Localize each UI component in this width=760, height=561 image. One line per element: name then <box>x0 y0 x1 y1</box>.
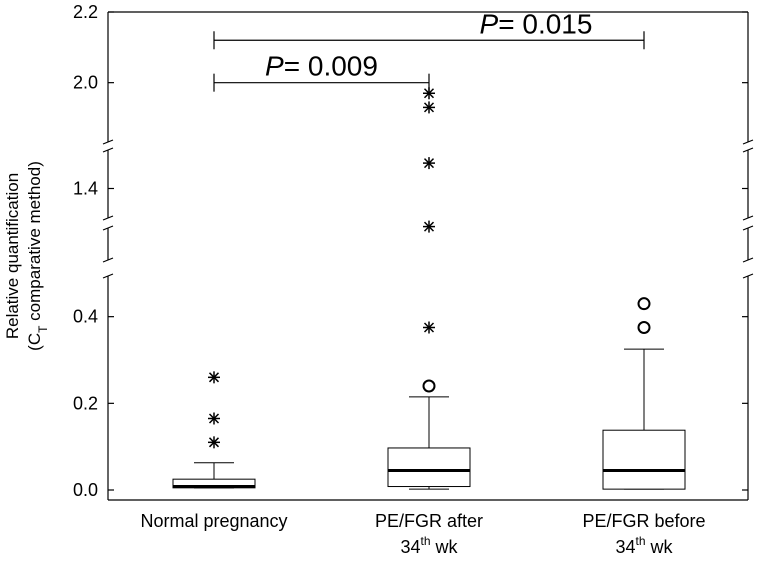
y-tick-label: 0.0 <box>73 480 98 500</box>
axis-break-mark <box>742 215 754 221</box>
outlier-star <box>423 220 435 233</box>
axis-break-mark <box>742 257 754 263</box>
outlier-circle <box>637 297 651 311</box>
axis-break-mark <box>102 147 114 153</box>
y-tick-label: 0.4 <box>73 307 98 327</box>
y-axis-label-line2: (CT comparative method) <box>25 161 50 351</box>
box-iqr <box>602 429 686 490</box>
box-group <box>172 371 256 489</box>
box-iqr <box>387 447 471 488</box>
axis-break-mark <box>742 225 754 231</box>
y-tick-label: 2.0 <box>73 73 98 93</box>
outlier-star <box>208 412 220 425</box>
outlier-star <box>423 101 435 114</box>
box-group <box>387 87 471 490</box>
y-axis-label-suffix: comparative method) <box>25 161 44 325</box>
outlier-circle <box>637 321 651 334</box>
outlier-star <box>208 371 220 384</box>
x-axis-labels: Normal pregnancy PE/FGR after 34th wk PE/FG… <box>140 511 705 557</box>
significance-brackets: P= 0.009 P= 0.015 <box>213 8 645 92</box>
x-category-label-line2: 34th wk <box>615 534 673 557</box>
outlier-star <box>423 321 435 334</box>
y-tick-label: 2.2 <box>73 2 98 22</box>
x-category-label: Normal pregnancy <box>140 511 287 531</box>
y-axis-label: Relative quantification (CT comparative … <box>3 161 50 351</box>
y-axis: 0.0 0.2 0.4 1.4 2.0 2.2 <box>73 2 748 500</box>
outlier-star <box>423 157 435 170</box>
axis-break-mark <box>742 273 754 279</box>
y-tick-label: 1.4 <box>73 179 98 199</box>
box-groups <box>172 87 686 490</box>
axis-break-mark <box>102 215 114 221</box>
p-value-label: P= 0.009 <box>265 51 378 82</box>
x-category-label-line2: 34th wk <box>400 534 458 557</box>
y-tick-label: 0.2 <box>73 393 98 413</box>
p-value-label: P= 0.015 <box>480 8 593 39</box>
axis-break-mark <box>742 147 754 153</box>
significance-bracket: P= 0.015 <box>213 8 645 50</box>
axis-break-mark <box>102 273 114 279</box>
y-axis-label-prefix: (C <box>25 333 44 351</box>
axis-break-mark <box>102 139 114 145</box>
outlier-circle <box>422 379 436 393</box>
y-axis-label-subscript: T <box>36 325 50 333</box>
axis-break-mark <box>102 257 114 263</box>
axis-break-mark <box>742 139 754 145</box>
x-category-label: PE/FGR before <box>582 511 705 531</box>
box-group <box>602 297 686 490</box>
significance-bracket: P= 0.009 <box>213 51 430 92</box>
x-category-label: PE/FGR after <box>375 511 483 531</box>
axis-break-mark <box>102 225 114 231</box>
outlier-star <box>208 436 220 449</box>
plot-frame <box>102 11 754 501</box>
y-axis-label-line1: Relative quantification <box>3 173 22 339</box>
